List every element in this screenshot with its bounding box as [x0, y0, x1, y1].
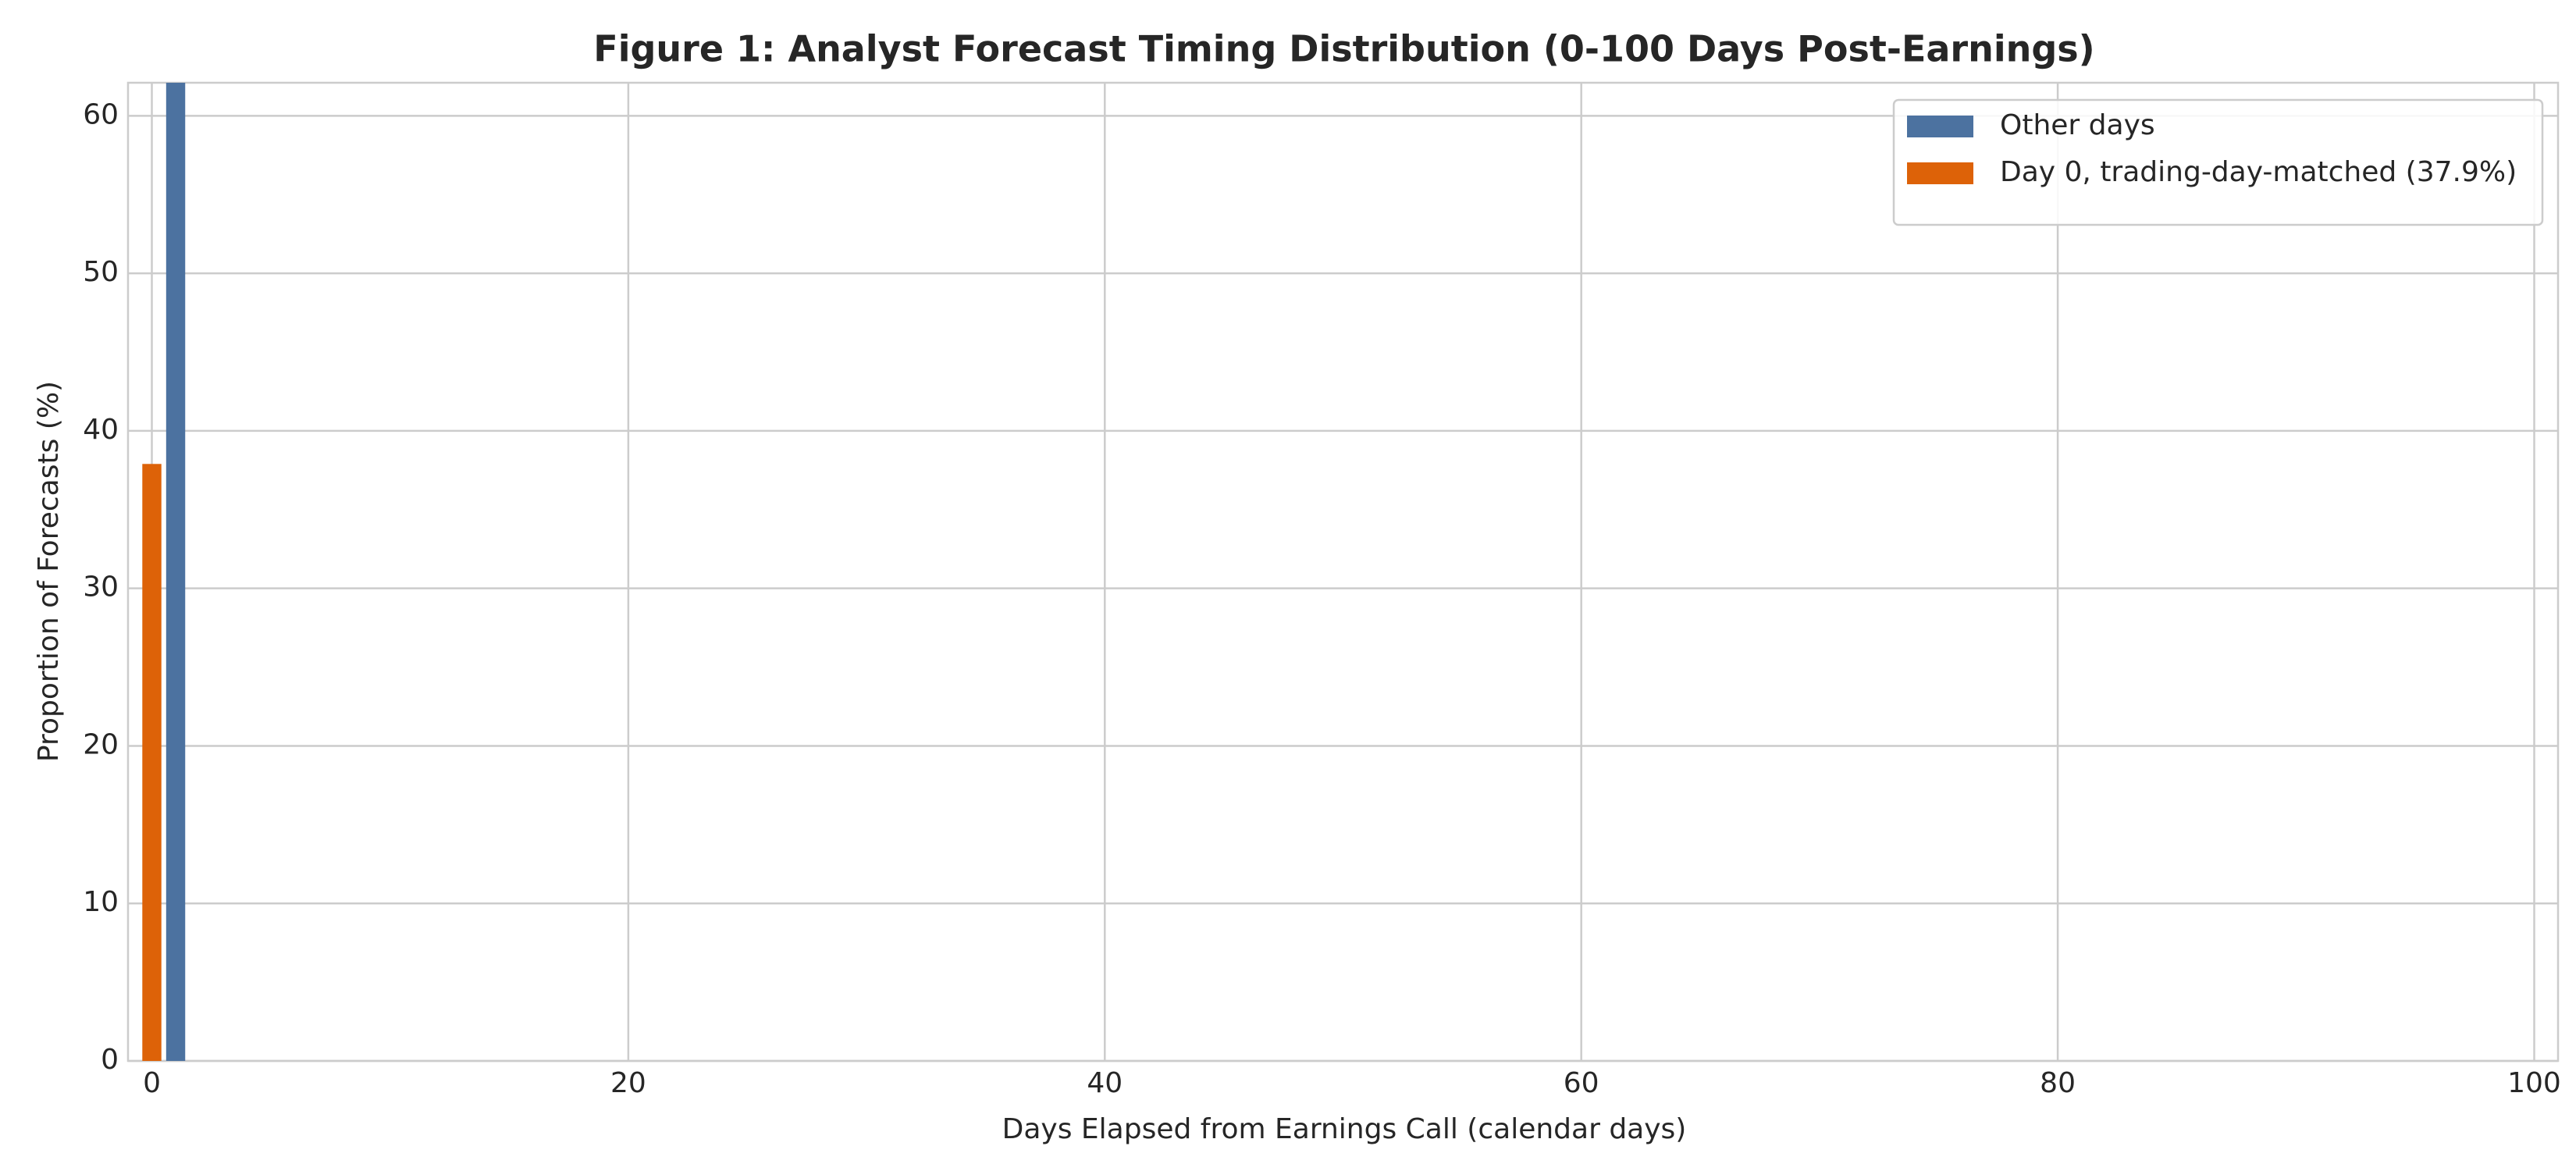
bar: [165, 83, 186, 1061]
y-tick-label: 50: [83, 256, 119, 288]
legend-swatch: [1907, 116, 1973, 137]
y-tick-label: 60: [83, 98, 119, 130]
y-tick-label: 20: [83, 728, 119, 760]
x-tick-label: 20: [610, 1067, 646, 1099]
y-axis-label: Proportion of Forecasts (%): [33, 381, 65, 762]
plot-area: 0 10 20 30 40 50 60 0 20 40 60 80 100 Other days Day 0…: [83, 81, 2561, 1099]
legend-label: Other days: [2000, 109, 2155, 141]
x-tick-label: 0: [143, 1067, 161, 1099]
bar: [142, 464, 162, 1061]
y-tick-label: 0: [101, 1044, 119, 1076]
chart-title: Figure 1: Analyst Forecast Timing Distri…: [593, 28, 2094, 70]
x-tick-label: 80: [2040, 1067, 2076, 1099]
x-tick-label: 100: [2507, 1067, 2561, 1099]
x-tick-label: 40: [1087, 1067, 1123, 1099]
plot-frame: [126, 81, 2560, 1062]
y-tick-label: 40: [83, 414, 119, 446]
x-tick-label: 60: [1564, 1067, 1599, 1099]
y-tick-label: 30: [83, 571, 119, 603]
legend-swatch: [1907, 162, 1973, 184]
legend-label: Day 0, trading-day-matched (37.9%): [2000, 156, 2517, 188]
legend: Other days Day 0, trading-day-matched (37…: [1892, 98, 2544, 226]
legend-box: [1892, 98, 2544, 226]
x-axis-label: Days Elapsed from Earnings Call (calenda…: [1002, 1113, 1687, 1145]
y-tick-label: 10: [83, 886, 119, 918]
